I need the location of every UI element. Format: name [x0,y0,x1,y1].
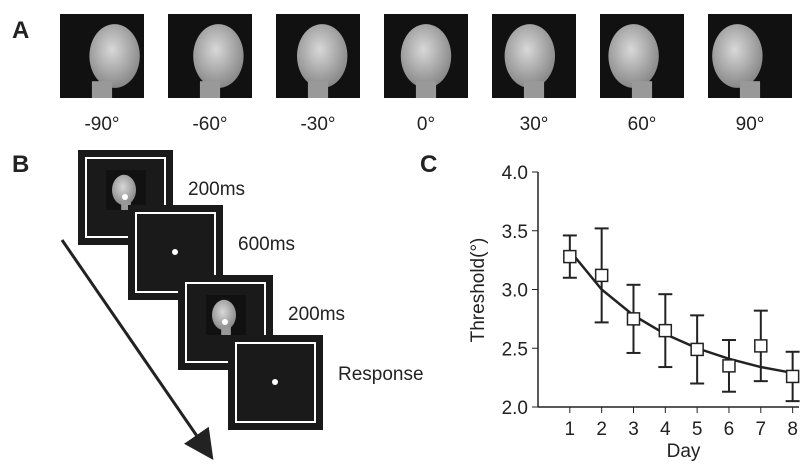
x-axis-label: Day [667,441,701,462]
head [712,24,763,88]
frame-border [235,342,316,423]
point [563,249,577,264]
x-tick-label: 6 [724,419,735,440]
y-tick-label: 3.0 [502,281,528,302]
point [785,369,800,384]
x-tick-label: 4 [660,419,671,440]
head [89,24,140,88]
angle-label: 90° [736,114,765,135]
y-axis-label: Threshold(°) [468,238,489,343]
y-tick-label: 4.0 [502,163,528,184]
head [297,24,348,88]
x-tick-label: 2 [596,419,607,440]
y-tick-label: 2.0 [502,398,528,419]
head [212,299,236,331]
fixation [122,194,128,200]
point [690,342,704,357]
neck [121,202,131,210]
x-tick-label: 7 [756,419,767,440]
head [504,24,555,88]
neck [523,81,545,98]
neck [739,81,761,98]
point [626,312,641,326]
neck [199,81,221,98]
angle-label: -90° [84,114,119,135]
panel-label: C [420,151,437,178]
neck [415,81,437,98]
fixation [222,319,228,325]
panel-label: A [12,17,29,44]
point [722,359,736,373]
angle-label: -30° [300,114,335,135]
fixation [272,379,278,385]
step-label: Response [338,364,424,385]
point [594,268,609,283]
angle-label: 60° [628,114,657,135]
x-tick-label: 5 [692,419,703,440]
point [658,323,673,338]
frame-border [85,157,166,238]
neck [91,81,113,98]
panel-label: B [12,151,29,178]
neck [631,81,653,98]
angle-label: 30° [520,114,549,135]
step-label: 200ms [288,304,345,325]
x-tick-label: 3 [628,419,639,440]
angle-label: -60° [192,114,227,135]
neck [221,327,231,335]
point [754,339,768,353]
head [400,24,452,88]
head [608,24,659,88]
neck [307,81,329,98]
y-tick-label: 3.5 [502,222,528,243]
step-label: 600ms [238,234,295,255]
frame-border [135,212,216,293]
time-arrow [60,239,214,460]
angle-label: 0° [417,114,435,135]
fixation [172,249,178,255]
head [112,174,136,206]
head [193,24,244,88]
x-tick-label: 1 [565,419,576,440]
y-tick-label: 2.5 [502,339,528,360]
x-tick-label: 8 [787,419,798,440]
fit-line [568,249,793,375]
step-label: 200ms [188,179,245,200]
frame-border [185,282,266,363]
